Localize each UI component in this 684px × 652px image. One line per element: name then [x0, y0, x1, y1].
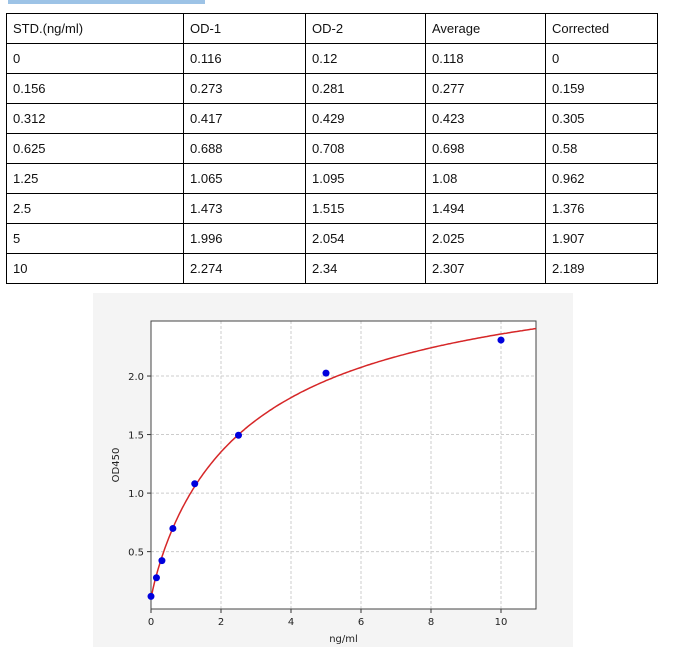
data-point: [147, 592, 155, 600]
table-cell: 0.118: [425, 43, 546, 74]
table-cell: 0.625: [6, 133, 184, 164]
table-cell: 0.429: [305, 103, 426, 134]
header-bar: [8, 0, 205, 4]
x-tick-label: 0: [148, 617, 154, 628]
y-tick-label: 0.5: [128, 548, 144, 559]
table-row: 10 2.274 2.34 2.307 2.189: [6, 253, 658, 284]
x-tick-label: 8: [428, 617, 434, 628]
table-header-row: STD.(ng/ml) OD-1 OD-2 Average Corrected: [6, 13, 658, 44]
table-cell: 0.688: [183, 133, 306, 164]
x-axis-label: ng/ml: [329, 634, 358, 645]
data-point: [152, 574, 160, 582]
fit-curve: [150, 327, 537, 599]
standard-table: STD.(ng/ml) OD-1 OD-2 Average Corrected 0 0.11…: [6, 13, 658, 284]
data-point: [497, 336, 505, 344]
table-row: 0.625 0.688 0.708 0.698 0.58: [6, 133, 658, 164]
table-row: 2.5 1.473 1.515 1.494 1.376: [6, 193, 658, 224]
table-cell: 1.494: [425, 193, 546, 224]
y-tick-label: 1.5: [128, 431, 144, 442]
table-row: 0.312 0.417 0.429 0.423 0.305: [6, 103, 658, 134]
data-point: [191, 480, 199, 488]
plot-area: [151, 321, 536, 609]
y-tick-label: 2.0: [128, 372, 144, 383]
table-cell: 2.189: [545, 253, 658, 284]
data-point: [235, 431, 242, 439]
table-cell: 1.515: [305, 193, 426, 224]
table-row: 0 0.116 0.12 0.118 0: [6, 43, 658, 74]
table-cell: 1.996: [183, 223, 306, 254]
table-cell: 1.065: [183, 163, 306, 194]
table-cell: 0: [545, 43, 658, 74]
table-cell: 5: [6, 223, 184, 254]
table-cell: 0.962: [545, 163, 658, 194]
column-header: OD-2: [305, 13, 426, 44]
table-cell: 2.025: [425, 223, 546, 254]
data-point: [322, 369, 330, 377]
x-tick-label: 6: [358, 617, 364, 628]
standard-curve-chart: 0 2 4 6 8 10 0.5 1.0 1.5 2.0 ng/ml OD450: [93, 293, 573, 647]
table-cell: 1.08: [425, 163, 546, 194]
table-cell: 1.376: [545, 193, 658, 224]
table-row: 1.25 1.065 1.095 1.08 0.962: [6, 163, 658, 194]
column-header: Average: [425, 13, 546, 44]
table-cell: 0.305: [545, 103, 658, 134]
table-row: 5 1.996 2.054 2.025 1.907: [6, 223, 658, 254]
chart-svg: 0 2 4 6 8 10 0.5 1.0 1.5 2.0 ng/ml OD450: [111, 320, 537, 645]
table-cell: 0.281: [305, 73, 426, 104]
table-cell: 2.34: [305, 253, 426, 284]
x-tick-label: 2: [218, 617, 224, 628]
table-cell: 0.708: [305, 133, 426, 164]
table-cell: 0.12: [305, 43, 426, 74]
table-cell: 0.423: [425, 103, 546, 134]
table-cell: 2.307: [425, 253, 546, 284]
data-point: [169, 524, 177, 532]
table-cell: 2.5: [6, 193, 184, 224]
table-row: 0.156 0.273 0.281 0.277 0.159: [6, 73, 658, 104]
column-header: Corrected: [545, 13, 658, 44]
table-cell: 1.907: [545, 223, 658, 254]
table-cell: 0.156: [6, 73, 184, 104]
x-tick-label: 10: [495, 617, 508, 628]
table-cell: 2.054: [305, 223, 426, 254]
table-cell: 0.277: [425, 73, 546, 104]
table-cell: 0.698: [425, 133, 546, 164]
table-cell: 1.25: [6, 163, 184, 194]
table-cell: 0.58: [545, 133, 658, 164]
column-header: OD-1: [183, 13, 306, 44]
y-tick-label: 1.0: [128, 489, 144, 500]
table-cell: 0: [6, 43, 184, 74]
y-axis-label: OD450: [111, 448, 122, 483]
table-cell: 0.273: [183, 73, 306, 104]
table-cell: 0.417: [183, 103, 306, 134]
table-cell: 1.095: [305, 163, 426, 194]
plot-frame: [150, 320, 537, 610]
table-cell: 0.312: [6, 103, 184, 134]
x-tick-label: 4: [288, 617, 294, 628]
table-cell: 0.116: [183, 43, 306, 74]
data-point: [158, 557, 166, 565]
table-cell: 10: [6, 253, 184, 284]
column-header: STD.(ng/ml): [6, 13, 184, 44]
table-cell: 0.159: [545, 73, 658, 104]
table-cell: 1.473: [183, 193, 306, 224]
table-cell: 2.274: [183, 253, 306, 284]
